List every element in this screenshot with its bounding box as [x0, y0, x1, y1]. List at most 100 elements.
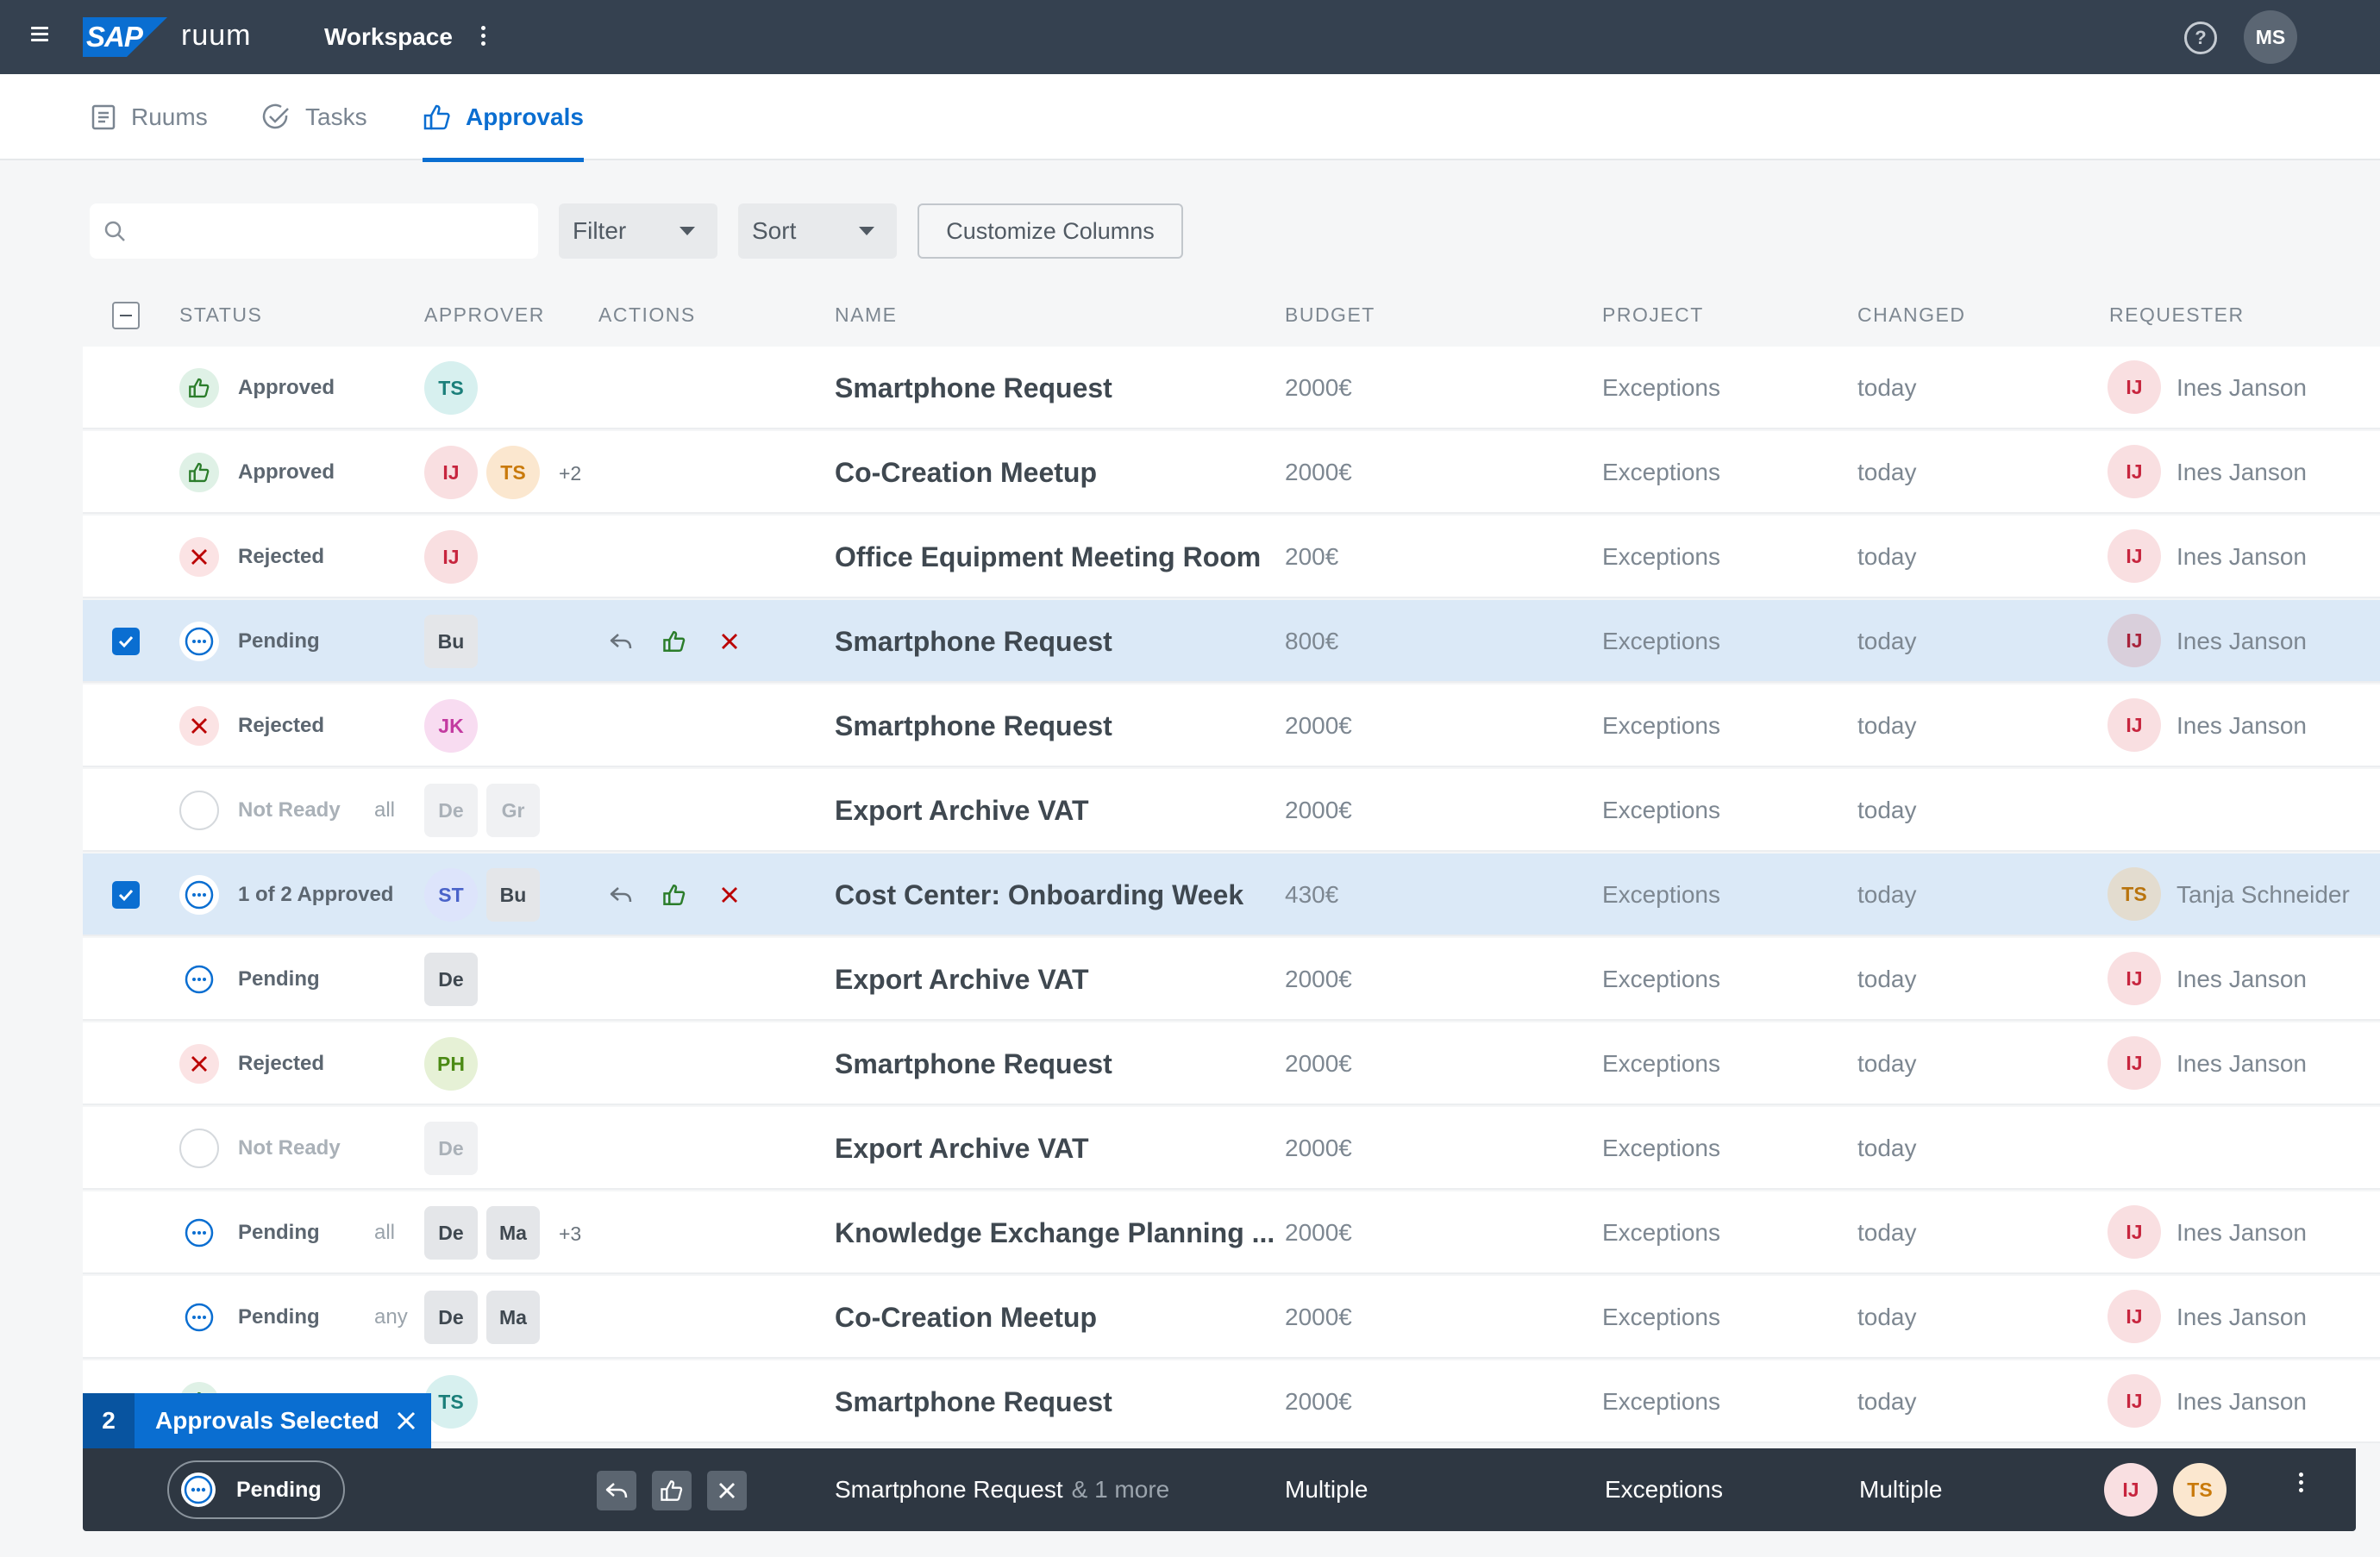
approval-name[interactable]: Office Equipment Meeting Room — [835, 541, 1262, 572]
more-options-icon[interactable] — [2290, 1469, 2311, 1510]
table-row[interactable]: Not Ready all De Gr Export Archive VAT 2000€ E… — [83, 769, 2380, 852]
selection-count: 2 — [83, 1393, 135, 1448]
row-checkbox[interactable] — [112, 628, 140, 655]
table-row[interactable]: Rejected JK Smartphone Request 2000€ Excepti… — [83, 685, 2380, 767]
approver-avatar[interactable]: Ma — [486, 1206, 540, 1260]
approver-avatar[interactable]: Gr — [486, 784, 540, 837]
approver-avatar[interactable]: PH — [424, 1037, 478, 1091]
approver-avatar[interactable]: JK — [424, 699, 478, 753]
project-value[interactable]: Exceptions — [1602, 374, 1720, 401]
select-all-checkbox[interactable] — [112, 302, 140, 329]
approver-avatar[interactable]: TS — [424, 1375, 478, 1429]
approval-name[interactable]: Smartphone Request — [835, 1385, 1112, 1417]
approver-avatar[interactable]: ST — [424, 868, 478, 922]
table-row[interactable]: Pending De Export Archive VAT 2000€ Exceptio… — [83, 938, 2380, 1021]
more-approvers[interactable]: +2 — [559, 462, 582, 485]
approver-avatar[interactable]: Bu — [424, 615, 478, 668]
more-approvers[interactable]: +3 — [559, 1222, 582, 1245]
approval-name[interactable]: Export Archive VAT — [835, 963, 1089, 995]
close-icon[interactable] — [395, 1410, 417, 1432]
table-row[interactable]: Not Ready De Export Archive VAT 2000€ Except… — [83, 1107, 2380, 1190]
bulk-approve-button[interactable] — [652, 1471, 692, 1510]
project-value[interactable]: Exceptions — [1602, 543, 1720, 570]
tab-ruums[interactable]: Ruums — [90, 74, 208, 160]
approver-avatar[interactable]: IJ — [424, 446, 478, 499]
project-value[interactable]: Exceptions — [1602, 459, 1720, 485]
approval-name[interactable]: Smartphone Request — [835, 1047, 1112, 1079]
approval-name[interactable]: Co-Creation Meetup — [835, 456, 1097, 488]
table-row[interactable]: Approved TS Smartphone Request 2000€ Excepti… — [83, 347, 2380, 429]
search-input[interactable] — [136, 217, 538, 245]
approver-avatar[interactable]: De — [424, 1206, 478, 1260]
table-row[interactable]: Rejected PH Smartphone Request 2000€ Excepti… — [83, 1022, 2380, 1105]
table-row[interactable]: Pending Bu Smartphone Request 800€ Exception… — [83, 600, 2380, 683]
table-row[interactable]: TS Smartphone Request 2000€ Exceptions today… — [83, 1360, 2380, 1443]
column-name[interactable]: NAME — [835, 303, 898, 326]
budget-value: 2000€ — [1285, 1050, 1352, 1077]
project-value[interactable]: Exceptions — [1602, 881, 1720, 908]
table-row[interactable]: 1 of 2 Approved ST Bu Cost Center: Onboardi… — [83, 854, 2380, 936]
approver-avatar[interactable]: De — [424, 1122, 478, 1175]
sort-button[interactable]: Sort — [738, 203, 897, 259]
customize-columns-button[interactable]: Customize Columns — [918, 203, 1183, 259]
filter-button[interactable]: Filter — [559, 203, 717, 259]
menu-icon[interactable] — [31, 23, 57, 49]
tab-bar: Ruums Tasks Approvals — [0, 74, 2380, 162]
budget-value: 430€ — [1285, 881, 1339, 908]
tab-approvals[interactable]: Approvals — [423, 74, 584, 162]
column-budget[interactable]: BUDGET — [1285, 303, 1375, 326]
bulk-reject-button[interactable] — [707, 1471, 747, 1510]
help-icon[interactable]: ? — [2184, 22, 2217, 54]
table-row[interactable]: Approved IJ TS +2 Co-Creation Meetup 2000€ Exc… — [83, 431, 2380, 514]
approver-avatar[interactable]: IJ — [424, 530, 478, 584]
approver-avatar[interactable]: Bu — [486, 868, 540, 922]
approver-avatar[interactable]: TS — [424, 361, 478, 415]
approver-avatar[interactable]: De — [424, 953, 478, 1006]
approval-name[interactable]: Export Archive VAT — [835, 1132, 1089, 1164]
column-status[interactable]: STATUS — [179, 303, 263, 326]
reply-button[interactable] — [604, 624, 638, 659]
project-value[interactable]: Exceptions — [1602, 1219, 1720, 1246]
project-value[interactable]: Exceptions — [1602, 797, 1720, 823]
column-approver[interactable]: APPROVER — [424, 303, 545, 326]
bulk-reply-button[interactable] — [597, 1471, 636, 1510]
reply-button[interactable] — [604, 878, 638, 912]
project-value[interactable]: Exceptions — [1602, 628, 1720, 654]
column-requester[interactable]: REQUESTER — [2109, 303, 2245, 326]
table-row[interactable]: Rejected IJ Office Equipment Meeting Room 2… — [83, 516, 2380, 598]
project-value[interactable]: Exceptions — [1602, 1388, 1720, 1415]
approver-avatar[interactable]: Ma — [486, 1291, 540, 1344]
bulk-status-pill[interactable]: Pending — [167, 1460, 345, 1519]
project-value[interactable]: Exceptions — [1602, 1304, 1720, 1330]
approve-button[interactable] — [657, 878, 692, 912]
row-checkbox[interactable] — [112, 881, 140, 909]
user-avatar[interactable]: MS — [2244, 10, 2297, 64]
reject-button[interactable] — [712, 878, 747, 912]
project-value[interactable]: Exceptions — [1602, 712, 1720, 739]
workspace-more-icon[interactable] — [473, 22, 493, 52]
approval-name[interactable]: Smartphone Request — [835, 372, 1112, 403]
project-value[interactable]: Exceptions — [1602, 966, 1720, 992]
approval-name[interactable]: Knowledge Exchange Planning ... — [835, 1216, 1275, 1248]
approver-avatar[interactable]: TS — [486, 446, 540, 499]
approval-name[interactable]: Export Archive VAT — [835, 794, 1089, 826]
tab-tasks[interactable]: Tasks — [260, 74, 367, 160]
approval-name[interactable]: Smartphone Request — [835, 625, 1112, 657]
approver-avatar[interactable]: De — [424, 784, 478, 837]
approval-name[interactable]: Smartphone Request — [835, 710, 1112, 741]
table-row[interactable]: Pending any De Ma Co-Creation Meetup 2000€ Exc… — [83, 1276, 2380, 1359]
reject-button[interactable] — [712, 624, 747, 659]
project-value[interactable]: Exceptions — [1602, 1050, 1720, 1077]
search-box[interactable] — [90, 203, 538, 259]
approval-name[interactable]: Co-Creation Meetup — [835, 1301, 1097, 1333]
project-value[interactable]: Exceptions — [1602, 1135, 1720, 1161]
changed-value: today — [1857, 881, 1917, 908]
column-changed[interactable]: CHANGED — [1857, 303, 1966, 326]
table-row[interactable]: Pending all De Ma +3 Knowledge Exchange Plann… — [83, 1191, 2380, 1274]
workspace-title[interactable]: Workspace — [324, 23, 453, 50]
approver-avatar[interactable]: De — [424, 1291, 478, 1344]
column-project[interactable]: PROJECT — [1602, 303, 1704, 326]
approve-button[interactable] — [657, 624, 692, 659]
changed-value: today — [1857, 966, 1917, 992]
approval-name[interactable]: Cost Center: Onboarding Week — [835, 879, 1244, 910]
